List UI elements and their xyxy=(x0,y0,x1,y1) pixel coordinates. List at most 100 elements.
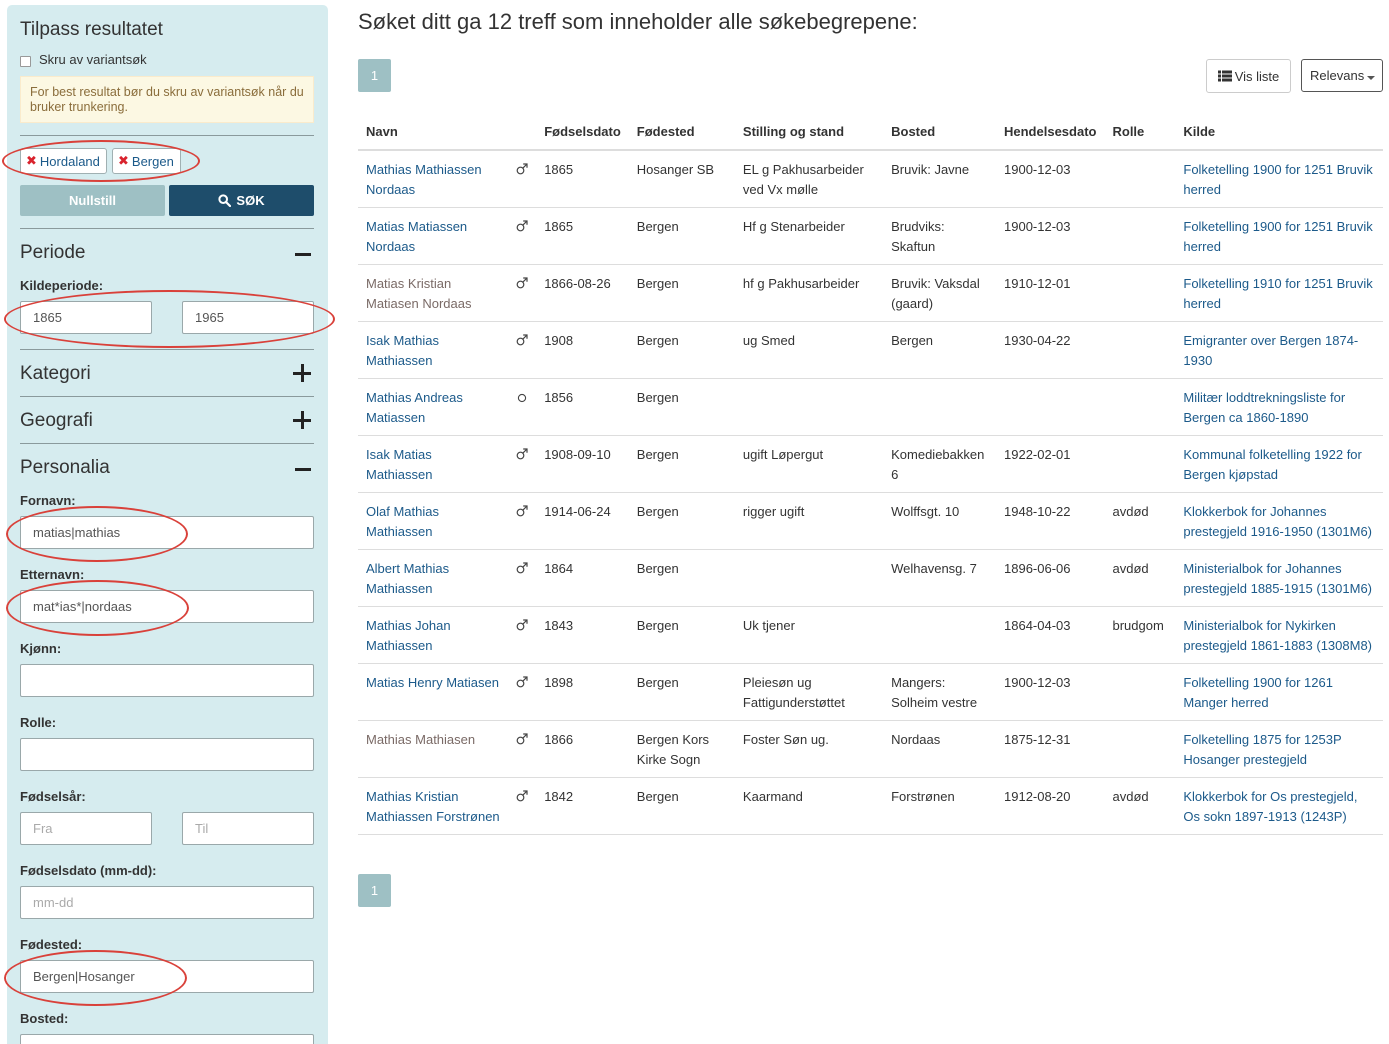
fodselsdato-input[interactable]: mm-dd xyxy=(20,886,314,919)
source-link[interactable]: Klokkerbok for Johannes prestegjeld 1916… xyxy=(1183,503,1373,539)
col-header-rolle[interactable]: Rolle xyxy=(1104,114,1176,151)
person-link[interactable]: Olaf Mathias Mathiassen xyxy=(366,503,439,539)
person-link[interactable]: Mathias Andreas Matiassen xyxy=(366,389,463,425)
cell-birthdate: 1866-08-26 xyxy=(536,264,629,322)
source-link[interactable]: Kommunal folketelling 1922 for Bergen kj… xyxy=(1183,446,1362,482)
col-header-navn[interactable]: Navn xyxy=(358,114,509,151)
reset-button[interactable]: Nullstill xyxy=(20,185,165,216)
variant-toggle[interactable]: Skru av variantsøk xyxy=(20,52,147,67)
cell-source: Klokkerbok for Os prestegjeld, Os sokn 1… xyxy=(1175,777,1383,835)
etternavn-input[interactable]: mat*ias*|nordaas xyxy=(20,590,314,623)
cell-birthdate: 1843 xyxy=(536,606,629,664)
source-link[interactable]: Ministerialbok for Nykirken prestegjeld … xyxy=(1183,617,1373,653)
rolle-input[interactable] xyxy=(20,738,314,771)
collapse-icon[interactable] xyxy=(295,468,311,471)
fornavn-input[interactable]: matias|mathias xyxy=(20,516,314,549)
period-from-input[interactable]: 1865 xyxy=(20,301,152,334)
section-personalia[interactable]: Personalia xyxy=(20,457,314,479)
table-row[interactable]: Isak Matias Mathiassen 1908-09-10 Bergen ug… xyxy=(358,435,1383,493)
source-link[interactable]: Emigranter over Bergen 1874-1930 xyxy=(1183,332,1359,368)
table-row[interactable]: Mathias Johan Mathiassen 1843 Bergen Uk tje… xyxy=(358,606,1383,664)
person-link[interactable]: Mathias Mathiasen xyxy=(366,731,476,747)
divider xyxy=(20,135,314,136)
etternavn-label: Etternavn: xyxy=(20,567,85,582)
col-header-kilde[interactable]: Kilde xyxy=(1175,114,1383,151)
person-link[interactable]: Mathias Kristian Mathiassen Forstrønen xyxy=(366,788,500,824)
period-to-input[interactable]: 1965 xyxy=(182,301,314,334)
person-link[interactable]: Isak Matias Mathiassen xyxy=(366,446,433,482)
person-link[interactable]: Isak Mathias Mathiassen xyxy=(366,332,439,368)
male-icon xyxy=(516,618,528,630)
source-link[interactable]: Folketelling 1900 for 1261 Manger herred xyxy=(1183,674,1333,710)
cell-sex xyxy=(508,264,537,322)
male-icon xyxy=(516,561,528,573)
col-header-bosted[interactable]: Bosted xyxy=(883,114,996,151)
pagination-page-1-bottom[interactable]: 1 xyxy=(358,874,391,907)
vis-liste-button[interactable]: Vis liste xyxy=(1206,59,1291,93)
male-icon xyxy=(516,504,528,516)
source-link[interactable]: Folketelling 1900 for 1251 Bruvik herred xyxy=(1183,218,1373,254)
source-link[interactable]: Folketelling 1875 for 1253P Hosanger pre… xyxy=(1183,731,1342,767)
pagination-page-1[interactable]: 1 xyxy=(358,59,391,92)
cell-sex xyxy=(508,777,537,835)
collapse-icon[interactable] xyxy=(295,253,311,256)
table-row[interactable]: Matias Kristian Matiasen Nordaas 1866-08-… xyxy=(358,264,1383,322)
cell-birthplace: Bergen xyxy=(628,492,735,550)
fodselsar-fra-input[interactable]: Fra xyxy=(20,812,152,845)
person-link[interactable]: Mathias Johan Mathiassen xyxy=(366,617,451,653)
search-button[interactable]: SØK xyxy=(169,185,314,216)
table-row[interactable]: Albert Mathias Mathiassen 1864 Bergen Welha… xyxy=(358,549,1383,607)
col-header-hendelsesdato[interactable]: Hendelsesdato xyxy=(996,114,1105,151)
unknown-gender-icon xyxy=(518,393,527,402)
cell-birthplace: Bergen xyxy=(628,207,735,265)
table-row[interactable]: Mathias Mathiasen 1866 Bergen Kors Kirke S… xyxy=(358,720,1383,778)
divider xyxy=(20,228,314,229)
cell-residence xyxy=(883,378,996,436)
source-link[interactable]: Folketelling 1910 for 1251 Bruvik herred xyxy=(1183,275,1373,311)
table-row[interactable]: Mathias Kristian Mathiassen Forstrønen 18… xyxy=(358,777,1383,835)
sort-select[interactable]: Relevans xyxy=(1301,59,1383,92)
table-row[interactable]: Isak Mathias Mathiassen 1908 Bergen ug Smed… xyxy=(358,321,1383,379)
table-row[interactable]: Matias Henry Matiasen 1898 Bergen Pleiesøn … xyxy=(358,663,1383,721)
person-link[interactable]: Albert Mathias Mathiassen xyxy=(366,560,450,596)
divider xyxy=(20,443,314,444)
section-kategori[interactable]: Kategori xyxy=(20,363,314,385)
cell-residence: Komediebakken 6 xyxy=(883,435,996,493)
remove-icon[interactable]: ✖ xyxy=(118,153,129,168)
person-link[interactable]: Matias Matiassen Nordaas xyxy=(366,218,468,254)
filter-chip-bergen[interactable]: ✖ Bergen xyxy=(112,148,181,174)
cell-sex xyxy=(508,207,537,265)
bosted-input[interactable] xyxy=(20,1034,314,1044)
variant-checkbox[interactable] xyxy=(20,56,31,67)
source-link[interactable]: Ministerialbok for Johannes prestegjeld … xyxy=(1183,560,1373,596)
cell-sex xyxy=(508,492,537,550)
source-link[interactable]: Militær loddtrekningsliste for Bergen ca… xyxy=(1183,389,1346,425)
filter-chip-hordaland[interactable]: ✖ Hordaland xyxy=(20,148,107,174)
cell-source: Folketelling 1900 for 1251 Bruvik herred xyxy=(1175,207,1383,265)
col-header-stilling[interactable]: Stilling og stand xyxy=(734,114,884,151)
fodselsar-til-input[interactable]: Til xyxy=(182,812,314,845)
cell-occupation: EL g Pakhusarbeider ved Vx mølle xyxy=(734,150,884,208)
cell-eventdate: 1900-12-03 xyxy=(996,150,1105,208)
expand-icon[interactable] xyxy=(293,411,311,429)
chevron-down-icon xyxy=(1367,76,1375,80)
col-header-fodselsdato[interactable]: Fødselsdato xyxy=(536,114,629,151)
expand-icon[interactable] xyxy=(293,364,311,382)
section-periode[interactable]: Periode xyxy=(20,242,314,264)
col-header-fodested[interactable]: Fødested xyxy=(628,114,735,151)
cell-name: Matias Henry Matiasen xyxy=(358,663,509,721)
person-link[interactable]: Mathias Mathiassen Nordaas xyxy=(366,162,482,197)
table-row[interactable]: Mathias Mathiassen Nordaas 1865 Hosanger S… xyxy=(358,150,1383,208)
source-link[interactable]: Folketelling 1900 for 1251 Bruvik herred xyxy=(1183,162,1373,197)
remove-icon[interactable]: ✖ xyxy=(26,153,37,168)
table-row[interactable]: Mathias Andreas Matiassen 1856 Bergen Milit… xyxy=(358,378,1383,436)
fodested-input[interactable]: Bergen|Hosanger xyxy=(20,960,314,993)
table-row[interactable]: Matias Matiassen Nordaas 1865 Bergen Hf g S… xyxy=(358,207,1383,265)
section-geografi[interactable]: Geografi xyxy=(20,410,314,432)
kjonn-input[interactable] xyxy=(20,664,314,697)
person-link[interactable]: Matias Kristian Matiasen Nordaas xyxy=(366,275,472,311)
cell-role xyxy=(1104,663,1176,721)
source-link[interactable]: Klokkerbok for Os prestegjeld, Os sokn 1… xyxy=(1183,788,1358,824)
person-link[interactable]: Matias Henry Matiasen xyxy=(366,674,499,690)
table-row[interactable]: Olaf Mathias Mathiassen 1914-06-24 Bergen r… xyxy=(358,492,1383,550)
